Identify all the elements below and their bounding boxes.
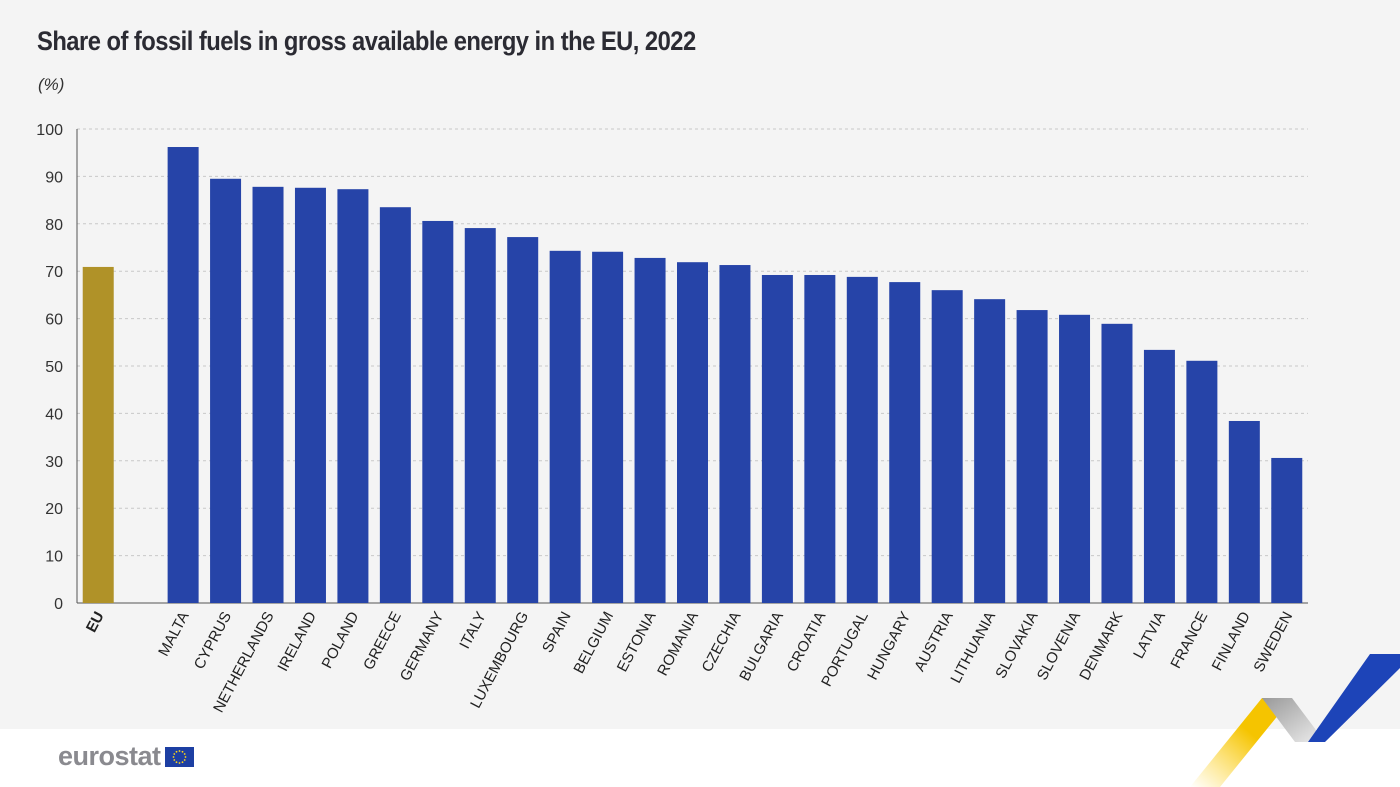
bar-denmark <box>1101 323 1133 603</box>
bar-germany <box>422 220 454 603</box>
chart-title: Share of fossil fuels in gross available… <box>37 26 696 56</box>
y-tick-label: 50 <box>45 359 63 376</box>
y-tick-label: 80 <box>45 217 63 234</box>
bar-lithuania <box>974 299 1006 603</box>
bar-portugal <box>846 276 878 603</box>
bar-eu <box>82 266 114 603</box>
bar-poland <box>337 189 369 603</box>
y-tick-label: 60 <box>45 312 63 329</box>
y-tick-label: 70 <box>45 264 63 281</box>
bar-italy <box>464 228 496 604</box>
unit-label: (%) <box>38 75 65 94</box>
eu-flag-icon <box>164 746 194 767</box>
y-tick-label: 0 <box>54 596 63 613</box>
eurostat-logo: eurostat <box>58 741 194 772</box>
y-tick-label: 30 <box>45 454 63 471</box>
y-tick-label: 40 <box>45 406 63 423</box>
bar-croatia <box>804 274 836 603</box>
bar-latvia <box>1143 349 1175 603</box>
bar-cyprus <box>210 178 242 603</box>
bar-slovakia <box>1016 310 1048 603</box>
bar-france <box>1186 360 1218 603</box>
logo-text: eurostat <box>58 741 161 771</box>
bar-czechia <box>719 265 751 603</box>
y-tick-label: 90 <box>45 169 63 186</box>
y-tick-label: 20 <box>45 501 63 518</box>
bar-estonia <box>634 257 666 603</box>
bar-malta <box>167 147 199 603</box>
bar-slovenia <box>1059 314 1091 603</box>
bar-netherlands <box>252 186 284 603</box>
bar-hungary <box>889 282 921 603</box>
bar-sweden <box>1271 457 1303 603</box>
y-tick-label: 10 <box>45 549 63 566</box>
bar-bulgaria <box>761 274 793 603</box>
bar-spain <box>549 250 581 603</box>
bar-ireland <box>294 187 326 603</box>
y-tick-label: 100 <box>36 122 63 139</box>
bar-austria <box>931 290 963 603</box>
bar-luxembourg <box>507 237 539 603</box>
bar-finland <box>1228 420 1260 603</box>
bar-belgium <box>592 251 624 604</box>
bar-greece <box>379 207 411 603</box>
bar-romania <box>677 262 708 603</box>
